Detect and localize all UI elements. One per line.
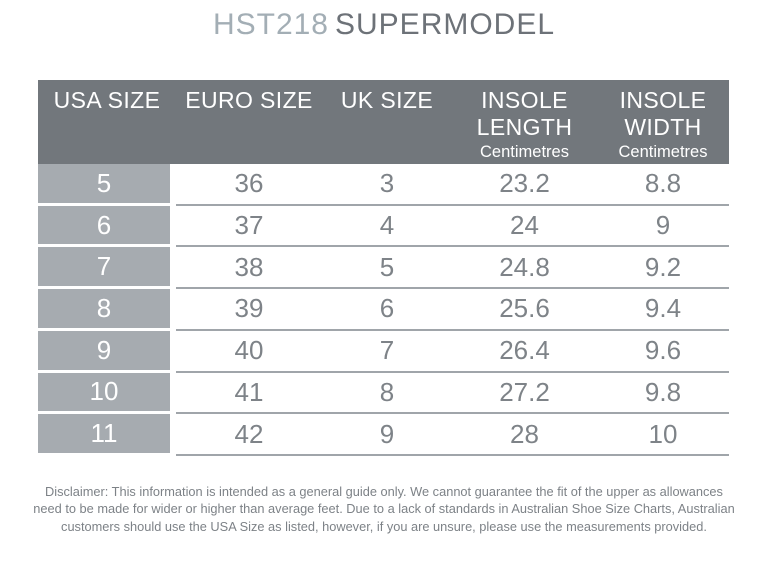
size-cell: 5 (322, 247, 452, 290)
size-cell: 9.6 (597, 330, 729, 373)
header-cell-usa-size: USA SIZE (38, 80, 176, 164)
size-cell: 9 (322, 414, 452, 456)
table-row: 10 41 8 27.2 9.8 (38, 372, 729, 415)
header-label: WIDTH (624, 114, 702, 140)
usa-size-cell: 5 (38, 164, 170, 206)
header-sublabel: Centimetres (480, 143, 569, 161)
header-label: UK SIZE (340, 87, 434, 113)
size-cell: 41 (176, 372, 322, 415)
size-cell: 9.4 (597, 289, 729, 331)
size-cell: 6 (322, 289, 452, 331)
usa-size-cell: 10 (38, 372, 170, 415)
size-cell: 7 (322, 330, 452, 373)
size-cell: 9.2 (597, 247, 729, 290)
header-sublabel: Centimetres (618, 143, 708, 161)
column-gutter (170, 247, 176, 290)
usa-size-cell: 7 (38, 247, 170, 290)
table-header-row: USA SIZE EURO SIZE UK SIZE INSOLE LENGTH Cent… (38, 80, 729, 164)
size-cell: 3 (322, 164, 452, 206)
size-cell: 24 (452, 205, 597, 248)
header-label: LENGTH (476, 114, 573, 140)
size-cell: 27.2 (452, 372, 597, 415)
size-cell: 24.8 (452, 247, 597, 290)
disclaimer-text: Disclaimer: This information is intended… (33, 484, 735, 534)
table-row: 7 38 5 24.8 9.2 (38, 247, 729, 290)
table-row: 9 40 7 26.4 9.6 (38, 330, 729, 373)
usa-size-cell: 8 (38, 289, 170, 331)
size-cell: 4 (322, 205, 452, 248)
page-title: HST218 SUPERMODEL (0, 8, 768, 42)
size-cell: 10 (597, 414, 729, 456)
size-cell: 40 (176, 330, 322, 373)
size-cell: 38 (176, 247, 322, 290)
size-cell: 9.8 (597, 372, 729, 415)
usa-size-cell: 6 (38, 205, 170, 248)
size-cell: 39 (176, 289, 322, 331)
header-label: USA SIZE (53, 87, 161, 113)
size-chart-table: USA SIZE EURO SIZE UK SIZE INSOLE LENGTH Cent… (38, 80, 729, 456)
size-cell: 37 (176, 205, 322, 248)
table-body: 5 36 3 23.2 8.8 6 37 4 24 9 7 38 5 24.8 9.2 8 39 6 25.6 9.4… (38, 164, 729, 456)
column-gutter (170, 372, 176, 415)
size-cell: 36 (176, 164, 322, 206)
size-cell: 42 (176, 414, 322, 456)
column-gutter (170, 205, 176, 248)
column-gutter (170, 330, 176, 373)
model-code: HST218 (212, 8, 329, 41)
table-row: 11 42 9 28 10 (38, 414, 729, 456)
size-cell: 9 (597, 205, 729, 248)
model-name: SUPERMODEL (335, 8, 556, 41)
header-label: INSOLE (619, 87, 707, 113)
column-gutter (170, 164, 176, 206)
usa-size-cell: 11 (38, 414, 170, 456)
size-cell: 8 (322, 372, 452, 415)
size-cell: 28 (452, 414, 597, 456)
header-label: INSOLE (481, 87, 568, 113)
header-cell-insole-length: INSOLE LENGTH Centimetres (452, 80, 597, 164)
header-cell-insole-width: INSOLE WIDTH Centimetres (597, 80, 729, 164)
table-row: 5 36 3 23.2 8.8 (38, 164, 729, 206)
size-cell: 23.2 (452, 164, 597, 206)
header-cell-euro-size: EURO SIZE (176, 80, 322, 164)
size-cell: 8.8 (597, 164, 729, 206)
table-row: 8 39 6 25.6 9.4 (38, 289, 729, 331)
size-cell: 25.6 (452, 289, 597, 331)
size-cell: 26.4 (452, 330, 597, 373)
column-gutter (170, 414, 176, 456)
table-row: 6 37 4 24 9 (38, 205, 729, 248)
header-label: EURO SIZE (185, 87, 313, 113)
column-gutter (170, 289, 176, 331)
header-cell-uk-size: UK SIZE (322, 80, 452, 164)
usa-size-cell: 9 (38, 330, 170, 373)
